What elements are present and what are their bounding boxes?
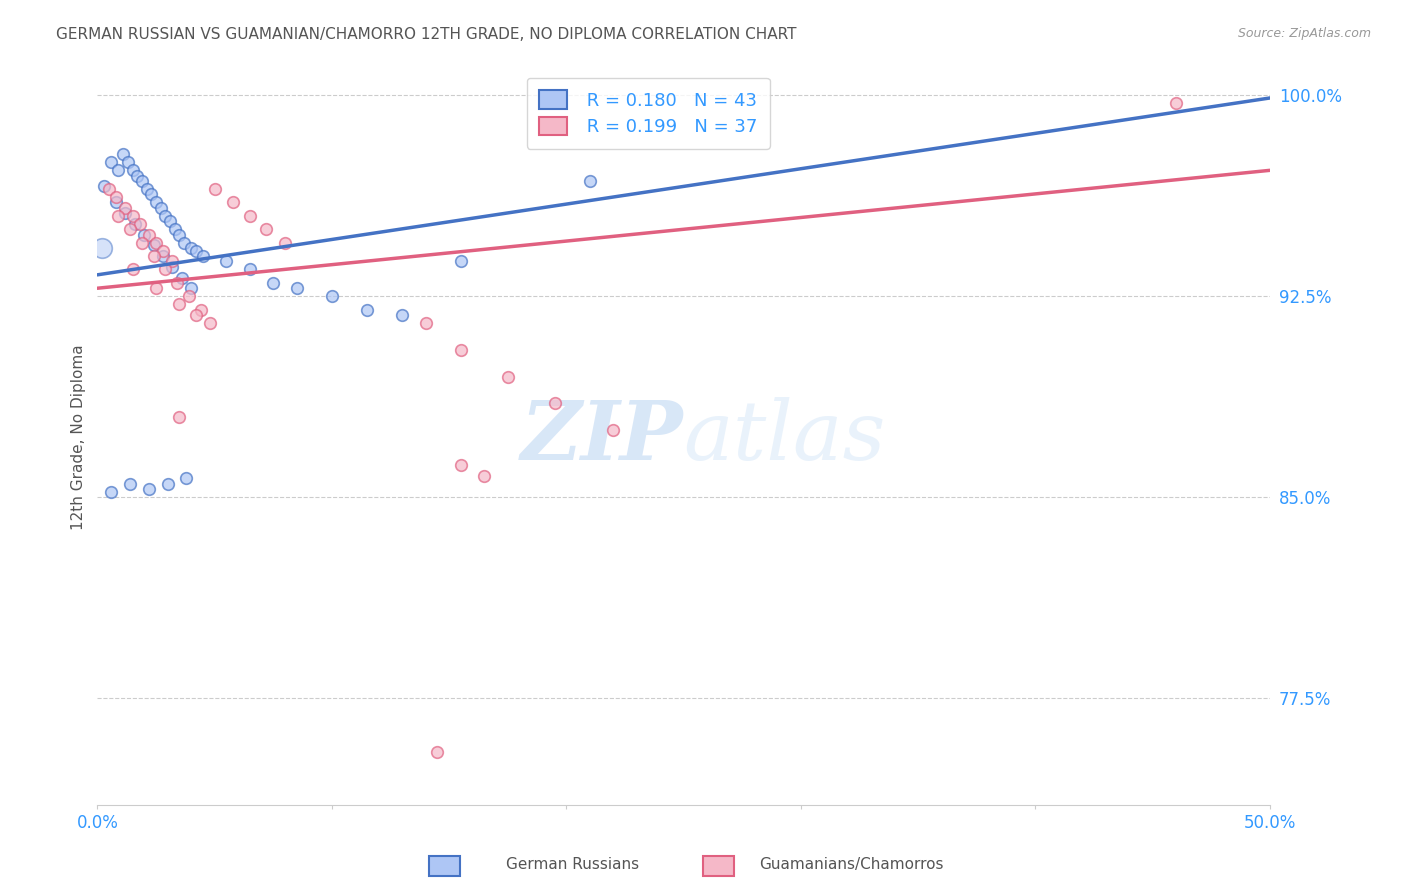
Point	[152, 244, 174, 258]
Point	[169, 409, 191, 424]
Point	[131, 235, 153, 250]
Point	[93, 179, 115, 194]
Point	[142, 249, 165, 263]
Text: German Russians: German Russians	[506, 857, 640, 872]
Point	[114, 206, 136, 220]
Point	[156, 476, 179, 491]
Point	[426, 745, 449, 759]
Point	[215, 254, 238, 268]
Point	[100, 484, 122, 499]
Point	[149, 201, 172, 215]
Point	[114, 201, 136, 215]
Point	[121, 209, 143, 223]
Point	[120, 222, 142, 236]
Point	[391, 308, 413, 322]
Point	[128, 217, 150, 231]
Point	[162, 254, 184, 268]
Point	[162, 260, 184, 274]
Point	[173, 235, 195, 250]
Y-axis label: 12th Grade, No Diploma: 12th Grade, No Diploma	[72, 344, 86, 530]
Point	[138, 227, 160, 242]
Point	[155, 209, 177, 223]
Point	[450, 343, 472, 357]
Point	[145, 235, 167, 250]
Point	[107, 163, 129, 178]
Point	[472, 468, 495, 483]
Point	[163, 222, 186, 236]
Point	[169, 297, 191, 311]
Point	[415, 316, 437, 330]
Point	[239, 209, 262, 223]
Text: Guamanians/Chamorros: Guamanians/Chamorros	[759, 857, 943, 872]
Point	[105, 190, 128, 204]
Point	[159, 214, 181, 228]
Point	[239, 262, 262, 277]
Point	[127, 169, 149, 183]
Point	[98, 182, 121, 196]
Point	[124, 217, 146, 231]
Point	[142, 238, 165, 252]
Point	[262, 276, 284, 290]
Point	[152, 249, 174, 263]
Point	[145, 281, 167, 295]
Point	[602, 423, 624, 437]
Point	[169, 227, 191, 242]
Point	[1164, 96, 1187, 111]
Point	[117, 155, 139, 169]
Point	[222, 195, 245, 210]
Point	[166, 276, 188, 290]
Point	[177, 289, 200, 303]
Text: Source: ZipAtlas.com: Source: ZipAtlas.com	[1237, 27, 1371, 40]
Point	[112, 147, 135, 161]
Point	[356, 302, 378, 317]
Point	[100, 155, 122, 169]
Point	[105, 195, 128, 210]
Point	[180, 241, 202, 255]
Point	[107, 209, 129, 223]
Point	[145, 195, 167, 210]
Point	[135, 182, 157, 196]
Point	[131, 174, 153, 188]
Point	[198, 316, 221, 330]
Legend:  R = 0.180   N = 43,  R = 0.199   N = 37: R = 0.180 N = 43, R = 0.199 N = 37	[527, 78, 770, 149]
Point	[170, 270, 193, 285]
Point	[155, 262, 177, 277]
Point	[578, 174, 600, 188]
Point	[134, 227, 156, 242]
Point	[121, 262, 143, 277]
Point	[191, 249, 214, 263]
Text: ZIP: ZIP	[522, 397, 683, 477]
Point	[496, 369, 519, 384]
Text: GERMAN RUSSIAN VS GUAMANIAN/CHAMORRO 12TH GRADE, NO DIPLOMA CORRELATION CHART: GERMAN RUSSIAN VS GUAMANIAN/CHAMORRO 12T…	[56, 27, 797, 42]
Point	[184, 308, 207, 322]
Point	[254, 222, 277, 236]
Text: atlas: atlas	[683, 397, 886, 477]
Point	[91, 241, 114, 255]
Point	[120, 476, 142, 491]
Point	[450, 458, 472, 472]
Point	[184, 244, 207, 258]
Point	[180, 281, 202, 295]
Point	[274, 235, 297, 250]
Point	[543, 396, 565, 410]
Point	[141, 187, 163, 202]
Point	[176, 471, 198, 485]
Point	[121, 163, 143, 178]
Point	[138, 482, 160, 496]
Point	[321, 289, 343, 303]
Point	[450, 254, 472, 268]
Point	[204, 182, 226, 196]
Point	[190, 302, 212, 317]
Point	[285, 281, 308, 295]
